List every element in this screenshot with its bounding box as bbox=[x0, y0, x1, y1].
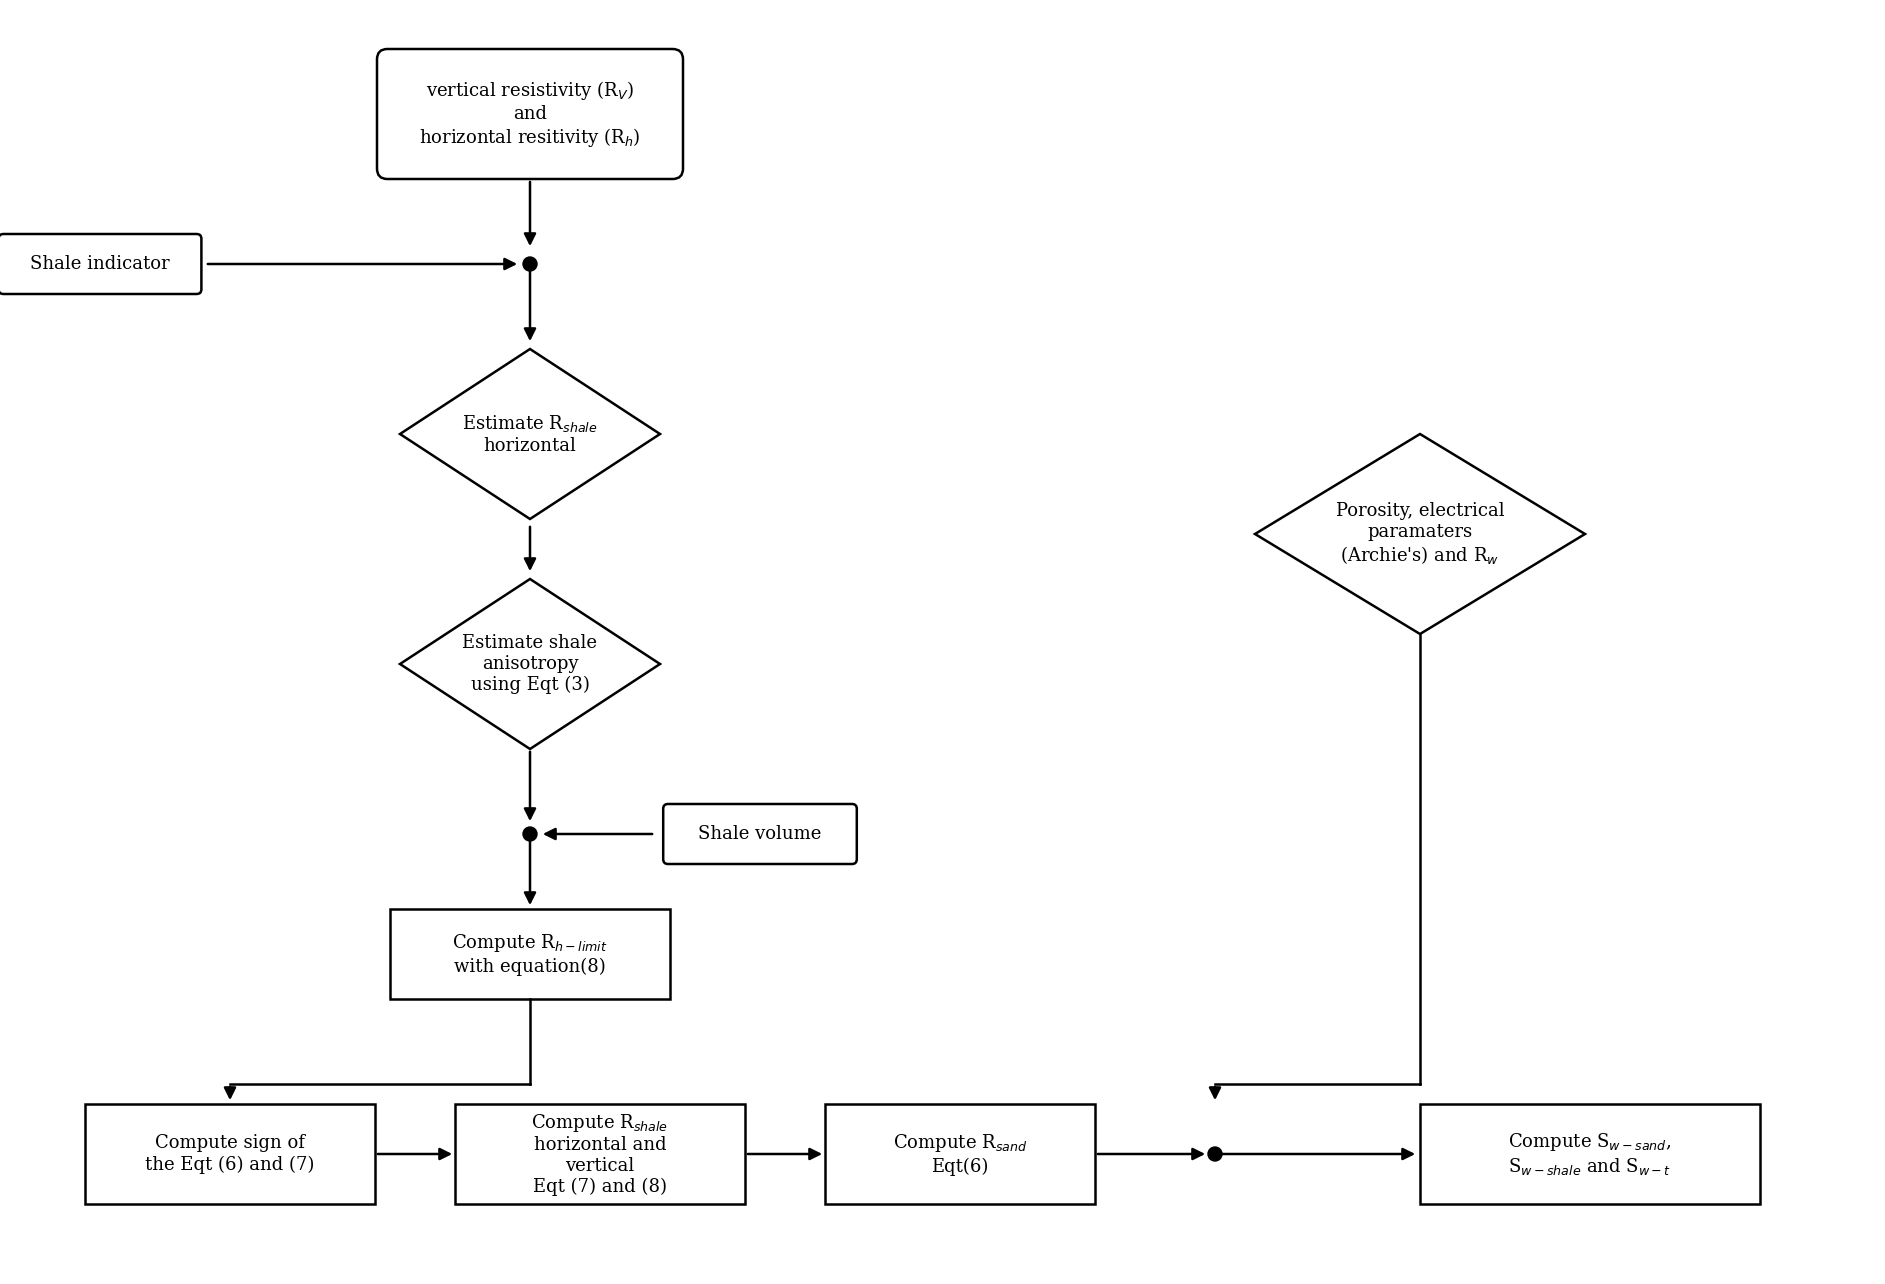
Bar bbox=[1419, 1104, 1761, 1204]
Text: Porosity, electrical
paramaters
(Archie's) and R$_w$: Porosity, electrical paramaters (Archie'… bbox=[1336, 502, 1504, 566]
Circle shape bbox=[1208, 1147, 1221, 1161]
Bar bbox=[454, 1104, 745, 1204]
Text: Estimate R$_{shale}$
horizontal: Estimate R$_{shale}$ horizontal bbox=[462, 413, 598, 455]
Polygon shape bbox=[400, 579, 660, 749]
Text: Estimate shale
anisotropy
using Eqt (3): Estimate shale anisotropy using Eqt (3) bbox=[462, 634, 598, 693]
FancyBboxPatch shape bbox=[664, 804, 858, 864]
Text: Compute R$_{shale}$
horizontal and
vertical
Eqt (7) and (8): Compute R$_{shale}$ horizontal and verti… bbox=[532, 1112, 669, 1197]
Circle shape bbox=[522, 257, 537, 271]
Bar bbox=[85, 1104, 375, 1204]
Polygon shape bbox=[1255, 434, 1585, 634]
Text: Compute R$_{h-limit}$
with equation(8): Compute R$_{h-limit}$ with equation(8) bbox=[452, 932, 607, 976]
Text: vertical resistivity (R$_V$)
and
horizontal resitivity (R$_h$): vertical resistivity (R$_V$) and horizon… bbox=[418, 78, 641, 149]
Text: Shale volume: Shale volume bbox=[697, 826, 822, 844]
Circle shape bbox=[522, 827, 537, 841]
Text: Compute R$_{sand}$
Eqt(6): Compute R$_{sand}$ Eqt(6) bbox=[893, 1132, 1027, 1176]
Polygon shape bbox=[400, 349, 660, 519]
Bar bbox=[826, 1104, 1095, 1204]
Bar bbox=[390, 909, 669, 999]
Text: Compute sign of
the Eqt (6) and (7): Compute sign of the Eqt (6) and (7) bbox=[145, 1135, 315, 1174]
Text: Shale indicator: Shale indicator bbox=[30, 256, 170, 273]
FancyBboxPatch shape bbox=[0, 234, 202, 294]
Text: Compute S$_{w-sand}$,
S$_{w-shale}$ and S$_{w-t}$: Compute S$_{w-sand}$, S$_{w-shale}$ and … bbox=[1508, 1131, 1672, 1177]
FancyBboxPatch shape bbox=[377, 49, 682, 178]
